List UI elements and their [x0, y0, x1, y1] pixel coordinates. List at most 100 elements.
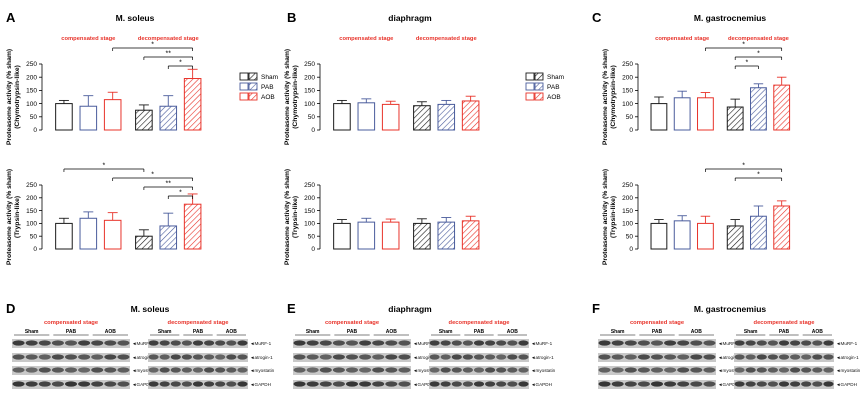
blot-band	[734, 367, 745, 373]
y-tick-label: 50	[30, 233, 38, 240]
panel-letter-A: A	[6, 10, 16, 25]
sig-label: *	[151, 42, 154, 49]
blot-band	[306, 354, 319, 360]
chart-C-bottom: 0 50 100 150 200 250 Proteasome activity (% sh…	[602, 163, 791, 265]
blot-band	[637, 367, 650, 373]
blot-band	[598, 354, 611, 360]
blot-row-label: ◄atrogin-1	[250, 355, 273, 360]
blot-band	[306, 340, 319, 346]
blot-band	[496, 381, 507, 387]
blot-title: diaphragm	[388, 304, 432, 314]
blot-band	[473, 367, 485, 373]
blot-band	[293, 367, 306, 373]
blot-band	[104, 340, 117, 346]
blot-band	[823, 340, 834, 346]
blot-band	[319, 354, 332, 360]
blot-band	[159, 367, 170, 373]
y-tick-label: 150	[622, 88, 633, 95]
blot-band	[473, 381, 485, 387]
blot-band	[485, 354, 496, 360]
blot-band	[756, 381, 767, 387]
bar-aob-compensated	[103, 219, 122, 250]
y-label-line2: (Trypsin-like)	[610, 196, 617, 238]
blot-band	[778, 367, 790, 373]
blot-band	[64, 354, 78, 360]
blot-band	[12, 381, 25, 387]
legend-layer: Sham PAB AOB Sham PAB AOB	[239, 72, 564, 101]
blot-band	[148, 381, 159, 387]
blot-band	[462, 367, 473, 373]
blot-band	[12, 367, 25, 373]
blot-band	[51, 340, 64, 346]
legend-label-pab: PAB	[547, 84, 560, 91]
y-tick-label: 0	[629, 127, 633, 134]
blot-row-label: ◄MuRF-1	[718, 341, 740, 346]
blot-band	[51, 354, 64, 360]
blot-band	[345, 340, 359, 346]
bar-sham-compensated	[55, 222, 73, 250]
sig-label: *	[742, 163, 745, 170]
y-label-line1: Proteasome activity (% sham)	[6, 169, 13, 265]
blot-row-label: ◄MuRF-1	[250, 341, 272, 346]
blot-band	[237, 340, 248, 346]
blot-band	[51, 367, 64, 373]
bar-aob-compensated	[381, 103, 400, 131]
blot-band	[801, 367, 812, 373]
blot-row-label: ◄myostatin	[531, 368, 556, 373]
blot-band	[359, 367, 372, 373]
y-tick-label: 250	[26, 182, 37, 189]
blot-band	[703, 367, 716, 373]
blot-row-label: ◄GAPDH	[718, 382, 739, 387]
bar-aob-decompensated	[461, 220, 480, 250]
blot-band	[756, 340, 767, 346]
blot-stage-label: decompensated stage	[168, 320, 230, 326]
sig-label: *	[103, 163, 106, 170]
blot-band	[734, 354, 745, 360]
blot-group-label: PAB	[779, 329, 790, 335]
blot-band	[306, 367, 319, 373]
blot-band	[319, 340, 332, 346]
blot-band	[332, 354, 345, 360]
y-tick-label: 250	[26, 61, 37, 68]
y-axis-label: Proteasome activity (% sham) (Chymotrypsi…	[602, 49, 617, 145]
blot-row-label: ◄atrogin-1	[531, 355, 554, 360]
blot-band	[215, 340, 226, 346]
blot-row-label: ◄GAPDH	[250, 382, 271, 387]
blot-band	[237, 367, 248, 373]
bar-aob-compensated	[697, 222, 714, 250]
legend-swatch-open-aob	[525, 92, 535, 101]
blot-band	[650, 340, 664, 346]
blot-row-label: ◄atrogin-1	[132, 355, 155, 360]
blot-band	[170, 354, 181, 360]
blot-band	[372, 381, 385, 387]
blot-band	[204, 381, 215, 387]
blot-band	[451, 367, 462, 373]
blot-band	[677, 354, 690, 360]
blot-band	[64, 367, 78, 373]
blot-band	[745, 340, 756, 346]
blot-group-label: Sham	[25, 329, 39, 335]
sig-label: **	[166, 181, 172, 188]
y-tick-label: 50	[30, 114, 38, 121]
blot-band	[359, 381, 372, 387]
blot-band	[181, 367, 192, 373]
bar-aob-decompensated	[461, 100, 480, 131]
blot-band	[170, 367, 181, 373]
sig-label: *	[151, 172, 154, 179]
bar-sham-decompensated	[135, 109, 153, 131]
blot-group-label: PAB	[66, 329, 77, 335]
blot-band	[181, 340, 192, 346]
blot-band	[611, 367, 624, 373]
legend-1: Sham PAB AOB	[239, 72, 278, 101]
blot-band	[159, 381, 170, 387]
blot-band	[398, 340, 411, 346]
y-axis-label: Proteasome activity (% sham) (Trypsin-lik…	[284, 169, 299, 265]
blot-band	[462, 381, 473, 387]
legend-swatch-open-sham	[239, 72, 249, 81]
blot-band	[637, 340, 650, 346]
blot-band	[823, 367, 834, 373]
blot-band	[812, 381, 823, 387]
y-label-line2: (Chymotrypsin-like)	[292, 65, 299, 129]
blot-band	[778, 381, 790, 387]
